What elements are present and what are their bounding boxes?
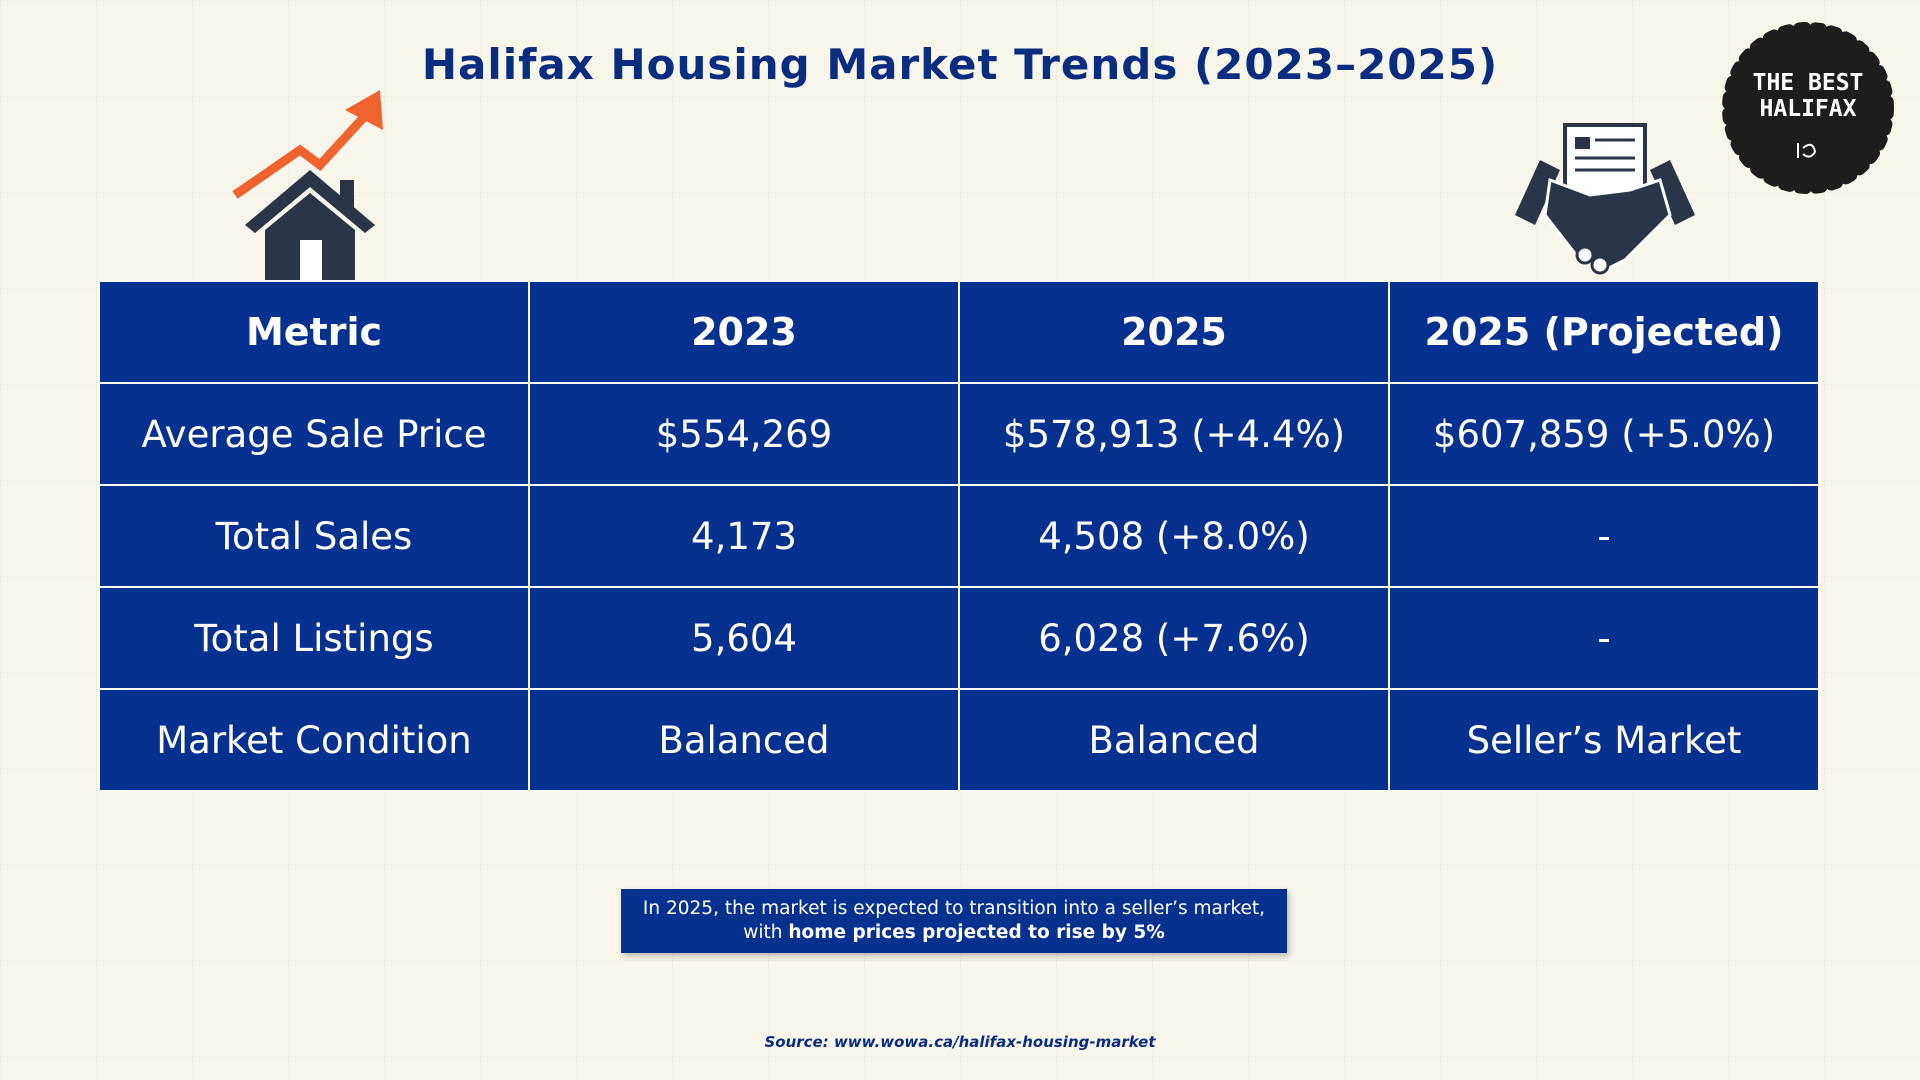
table-row: Total Listings 5,604 6,028 (+7.6%) - xyxy=(98,586,1820,690)
table-cell: - xyxy=(1388,586,1820,690)
table-cell: 4,173 xyxy=(528,484,960,588)
table-cell: 4,508 (+8.0%) xyxy=(958,484,1390,588)
table-cell: Balanced xyxy=(958,688,1390,792)
header-row: Metric 2023 2025 2025 (Projected) xyxy=(98,280,1820,384)
table-cell: $578,913 (+4.4%) xyxy=(958,382,1390,486)
title: Halifax Housing Market Trends (2023–2025… xyxy=(421,40,1499,89)
house-icon xyxy=(232,90,383,280)
table-cell: Balanced xyxy=(528,688,960,792)
column-header: Metric xyxy=(98,280,530,384)
table-cell: 5,604 xyxy=(528,586,960,690)
table-row: Total Sales 4,173 4,508 (+8.0%) - xyxy=(98,484,1820,588)
table-cell: - xyxy=(1388,484,1820,588)
table-row: Market Condition Balanced Balanced Seller’s… xyxy=(98,688,1820,792)
note-text: In 2025, the market is expected to trans… xyxy=(642,898,1266,943)
row-label: Market Condition xyxy=(98,688,530,792)
row-label: Average Sale Price xyxy=(98,382,530,486)
row-label: Total Listings xyxy=(98,586,530,690)
table-cell: $554,269 xyxy=(528,382,960,486)
table-cell: $607,859 (+5.0%) xyxy=(1388,382,1820,486)
row-label: Total Sales xyxy=(98,484,530,588)
table-cell: Seller’s Market xyxy=(1388,688,1820,792)
handshake-icon xyxy=(1515,123,1695,275)
source: Source: www.wowa.ca/halifax-housing-mark… xyxy=(764,1033,1156,1051)
column-header: 2025 xyxy=(958,280,1390,384)
note-emphasis: home prices projected to rise by 5% xyxy=(788,922,1165,943)
column-header: 2023 xyxy=(528,280,960,384)
data-table: Metric 2023 2025 2025 (Projected) Average S… xyxy=(98,280,1820,792)
column-header: 2025 (Projected) xyxy=(1388,280,1820,384)
logo: THE BEST HALIFAX xyxy=(1722,22,1894,194)
table-cell: 6,028 (+7.6%) xyxy=(958,586,1390,690)
logo-line: HALIFAX xyxy=(1760,96,1857,122)
table-row: Average Sale Price $554,269 $578,913 (+4.4… xyxy=(98,382,1820,486)
logo-line: THE BEST xyxy=(1753,70,1864,96)
note: In 2025, the market is expected to trans… xyxy=(621,889,1287,953)
